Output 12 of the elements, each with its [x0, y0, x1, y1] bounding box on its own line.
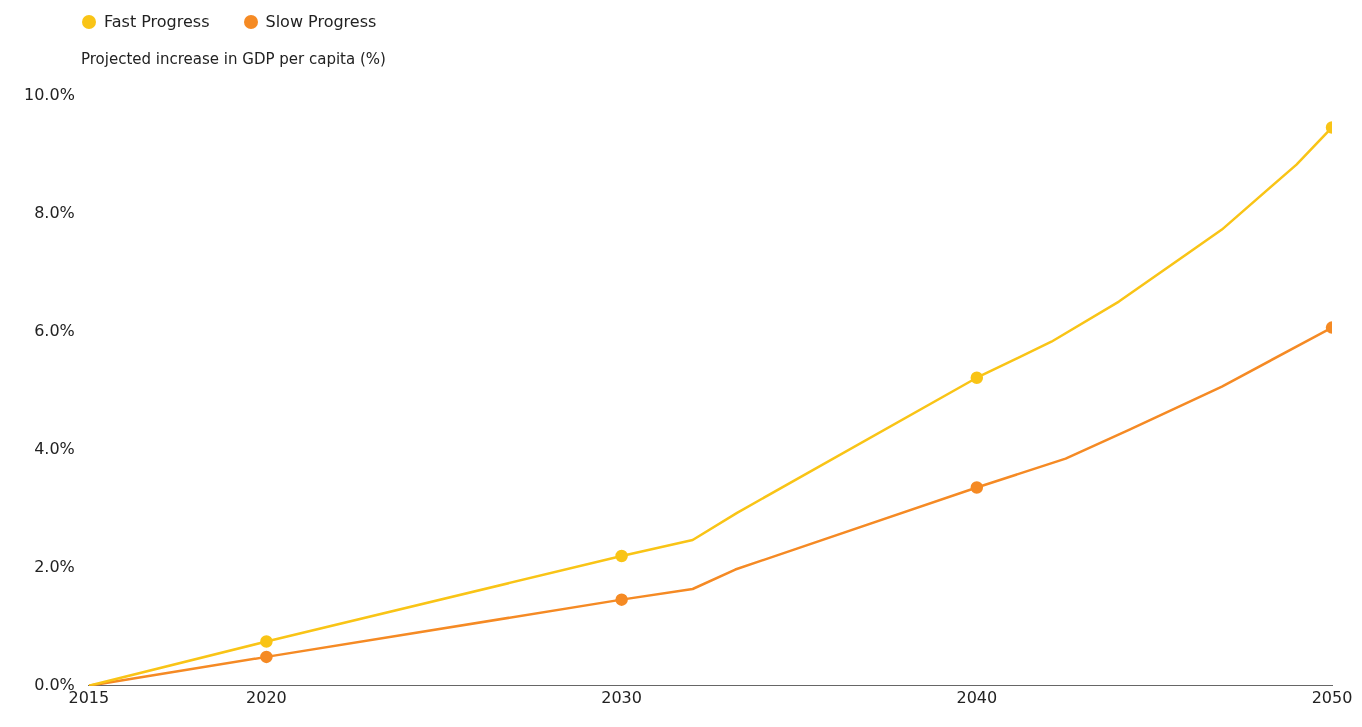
x-tick-label: 2050	[1311, 687, 1353, 707]
x-tick-label: 2020	[246, 687, 287, 707]
y-tick-label: 6.0%	[34, 320, 75, 340]
y-tick-label: 8.0%	[34, 202, 75, 222]
y-tick-label: 2.0%	[34, 556, 75, 576]
x-tick-label: 2040	[956, 687, 998, 707]
x-tick-label: 2030	[601, 687, 642, 707]
legend-label: Slow Progress	[264, 12, 377, 31]
y-tick-label: 4.0%	[34, 438, 75, 458]
y-tick-label: 10.0%	[24, 84, 75, 104]
legend-label: Fast Progress	[103, 12, 210, 31]
y-axis-title: Projected increase in GDP per capita (%)	[81, 50, 386, 68]
